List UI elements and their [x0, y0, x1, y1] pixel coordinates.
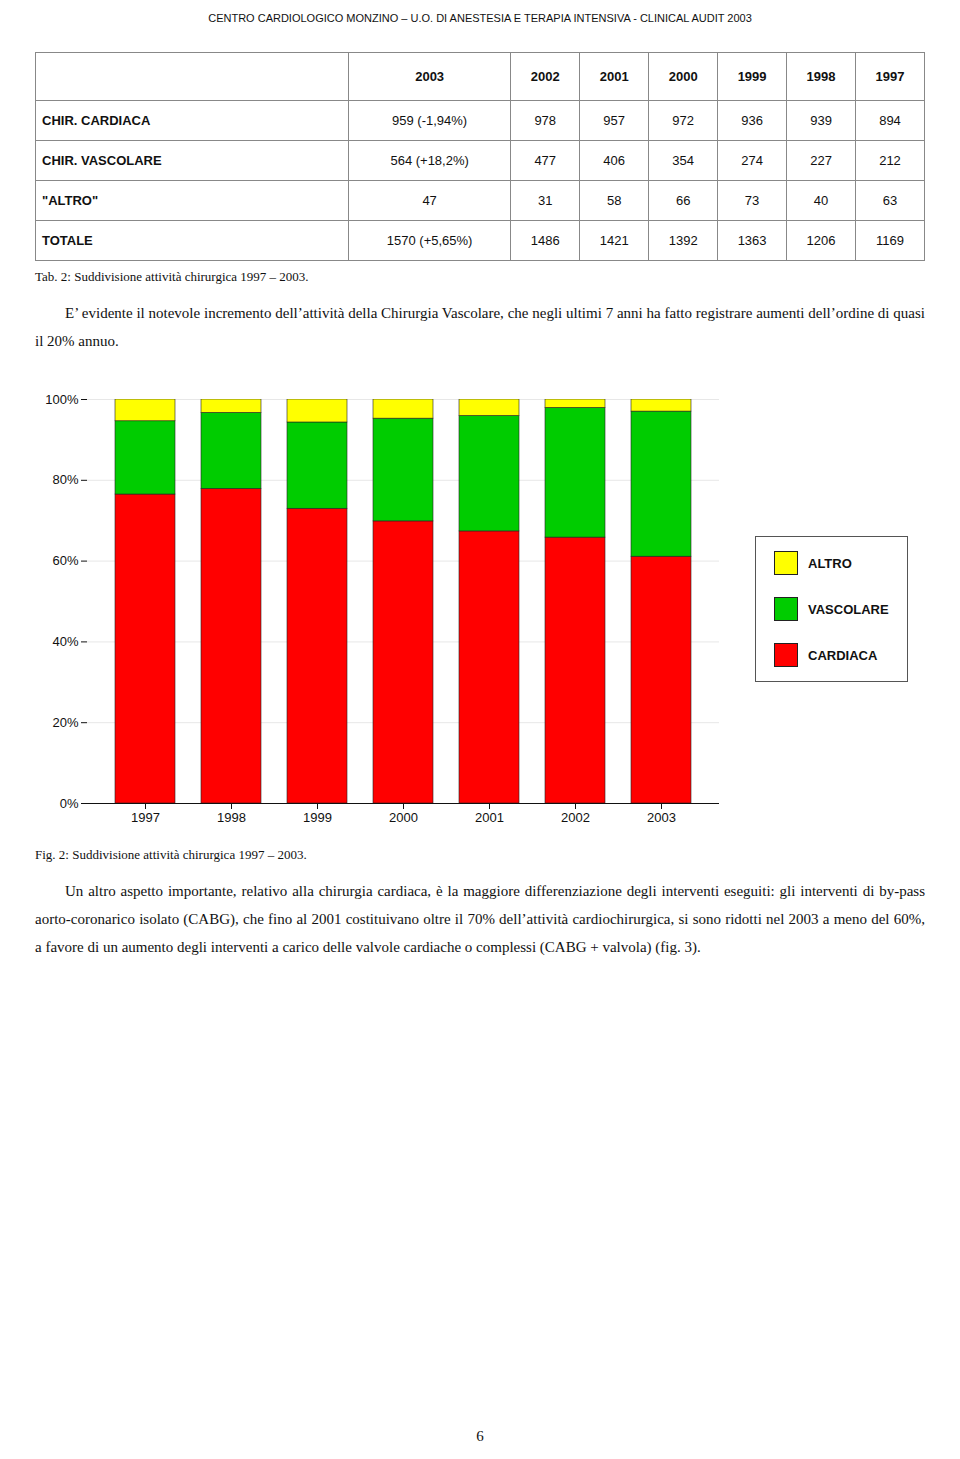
html-text:894: 894	[879, 113, 901, 128]
html-text:2000: 2000	[668, 69, 698, 84]
html-text:1570 (+5,65%): 1570 (+5,65%)	[386, 233, 473, 248]
html-text:"ALTRO": "ALTRO"	[42, 193, 99, 208]
svg-text:60%: 60%	[52, 553, 78, 568]
html-text:1392: 1392	[668, 233, 698, 248]
html-text:2003: 2003	[415, 69, 445, 84]
svg-text:20%: 20%	[52, 715, 78, 730]
svg-text:100%: 100%	[45, 392, 79, 407]
svg-text:2002: 2002	[561, 810, 590, 825]
html-text:CENTRO CARDIOLOGICO MONZINO –: CENTRO CARDIOLOGICO MONZINO – U.O. DI AN…	[208, 12, 752, 24]
html-text:939: 939	[810, 113, 832, 128]
svg-text:80%: 80%	[52, 472, 78, 487]
html-text:CHIR. CARDIACA: CHIR. CARDIACA	[42, 113, 151, 128]
html-text:936: 936	[741, 113, 763, 128]
html-text:Un altro aspetto importante, r: Un altro aspetto importante, relativo al…	[35, 883, 925, 955]
html-text:6: 6	[476, 1428, 484, 1444]
html-text:477: 477	[534, 153, 557, 168]
html-text:73: 73	[744, 193, 760, 208]
html-text:1206: 1206	[806, 233, 836, 248]
html-text:VASCOLARE: VASCOLARE	[808, 601, 889, 617]
html-text:63: 63	[882, 193, 898, 208]
html-text:TOTALE: TOTALE	[42, 233, 93, 248]
svg-text:1998: 1998	[217, 810, 246, 825]
html-text:1486: 1486	[530, 233, 560, 248]
html-text:CHIR. VASCOLARE: CHIR. VASCOLARE	[42, 153, 162, 168]
html-text:1363: 1363	[737, 233, 767, 248]
svg-text:2000: 2000	[389, 810, 418, 825]
html-text:2002: 2002	[530, 69, 560, 84]
html-text:959 (-1,94%): 959 (-1,94%)	[392, 113, 468, 128]
html-text:354: 354	[672, 153, 694, 168]
svg-text:2001: 2001	[475, 810, 504, 825]
html-text:2001: 2001	[599, 69, 629, 84]
svg-text:2003: 2003	[647, 810, 676, 825]
html-text:31: 31	[538, 193, 553, 208]
html-text:978: 978	[534, 113, 557, 128]
svg-text:40%: 40%	[52, 634, 78, 649]
html-text:47: 47	[422, 193, 437, 208]
svg-text:1997: 1997	[131, 810, 160, 825]
html-text:Fig. 2: Suddivisione attività: Fig. 2: Suddivisione attività chirurgica…	[35, 847, 307, 862]
html-text:227: 227	[810, 153, 832, 168]
html-text:1998: 1998	[806, 69, 836, 84]
html-text:1169: 1169	[876, 233, 904, 248]
html-text:406: 406	[603, 153, 625, 168]
html-text:40: 40	[813, 193, 829, 208]
html-text:274: 274	[741, 153, 763, 168]
svg-text:0%: 0%	[60, 796, 79, 811]
html-text:1997: 1997	[875, 69, 905, 84]
html-text:E’ evidente il notevole increm: E’ evidente il notevole incremento dell’…	[35, 305, 925, 349]
html-text:957: 957	[603, 113, 625, 128]
html-text:1999: 1999	[737, 69, 767, 84]
html-text:ALTRO: ALTRO	[808, 555, 852, 571]
html-text:564 (+18,2%): 564 (+18,2%)	[390, 153, 469, 168]
html-text:972: 972	[672, 113, 694, 128]
html-text:CARDIACA: CARDIACA	[808, 647, 878, 663]
html-text:66: 66	[675, 193, 691, 208]
html-text:58: 58	[607, 193, 622, 208]
svg-text:1999: 1999	[303, 810, 332, 825]
html-text:1421: 1421	[599, 233, 629, 248]
html-text:212: 212	[879, 153, 901, 168]
html-text:Tab. 2: Suddivisione attività: Tab. 2: Suddivisione attività chirurgica…	[35, 269, 309, 284]
